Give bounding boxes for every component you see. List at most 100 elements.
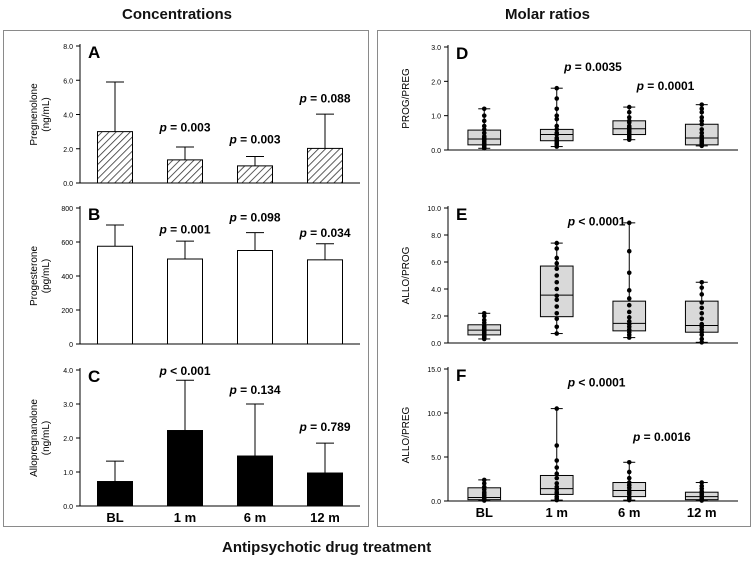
chart-b-p-symbol: p [158,223,166,237]
chart-e-point [626,296,632,301]
chart-a-p-value: = 0.003 [237,133,281,147]
chart-c-p-value: = 0.134 [237,383,281,397]
chart-d-point [554,113,560,118]
chart-b-p-value-label: p = 0.034 [298,226,350,240]
chart-c-y-tick-label: 0.0 [63,504,73,511]
chart-d-point [699,127,705,132]
chart-f-p-symbol: p [567,376,575,390]
chart-d-point [554,106,560,112]
chart-d-point [626,123,632,129]
chart-d-panel-letter: D [456,44,468,63]
chart-e-y-tick-label: 10.0 [427,206,441,213]
chart-c-y-label-line: Allopregnanolone [29,399,40,477]
chart-e-point [699,292,705,297]
chart-d-point [481,133,487,139]
chart-b-y-tick-label: 200 [61,308,73,315]
chart-f-point [554,443,560,448]
chart-d-y-label-line: PROG/PREG [401,68,412,129]
left-panel-frame [3,30,369,527]
chart-d-p-symbol: p [636,79,644,93]
chart-e-y-tick-label: 2.0 [431,314,441,321]
chart-a-y-label-line: Pregnenolone [29,83,40,146]
chart-d-p-value: = 0.0035 [571,60,622,74]
chart-c-x-tick-label: 1 m [174,510,196,525]
chart-f-point [554,465,560,470]
chart-d-point [626,115,632,120]
chart-f-point [626,475,632,481]
chart-e-point [626,319,632,324]
chart-c-bar [97,481,133,507]
chart-f-point [554,471,560,477]
header-molar-ratios: Molar ratios [505,6,591,23]
chart-d-point [554,96,560,101]
chart-a-p-value-label: p = 0.003 [158,121,210,135]
chart-b-y-label-line: (pg/mL) [41,259,52,293]
header-concentrations: Concentrations [122,6,233,23]
chart-c-x-tick-label: 6 m [244,510,266,525]
chart-a-panel-letter: A [88,43,100,62]
chart-e-y-label: ALLO/PROG [401,246,412,304]
chart-f-point [699,480,705,485]
chart-f-y-tick-label: 5.0 [431,455,441,462]
chart-e-point [554,279,560,285]
chart-c-y-tick-label: 4.0 [63,368,73,375]
chart-c-x-tick-label: BL [106,510,123,525]
chart-a-bar [97,131,133,184]
chart-e-point [699,300,705,305]
chart-c-y-tick-label: 1.0 [63,470,73,477]
chart-e-point [554,246,560,251]
chart-f-point [481,477,487,483]
chart-f-y-label-line: ALLO/PREG [401,406,412,463]
chart-c-y-tick-label: 2.0 [63,436,73,443]
chart-e-point [626,248,632,254]
chart-b-y-label-line: Progesterone [29,246,40,306]
chart-a-p-symbol: p [298,92,306,106]
chart-c-x-tick-label: 12 m [310,510,340,525]
chart-e-point [626,220,632,226]
chart-a-y-label-line: (ng/mL) [41,97,52,131]
right-panel-frame [377,30,751,527]
chart-a-p-value-label: p = 0.088 [298,92,350,106]
chart-f-y-tick-label: 15.0 [427,367,441,374]
chart-d-point [699,133,705,139]
chart-c-y-tick-label: 3.0 [63,402,73,409]
chart-d-y-tick-label: 1.0 [431,114,441,121]
chart-f-point [626,480,632,485]
chart-e-point [699,321,705,327]
chart-f-point [554,481,560,486]
chart-e-point [699,305,705,311]
chart-e-point [699,336,705,342]
chart-f-x-tick-label: 1 m [546,505,568,520]
chart-d-point [699,109,705,115]
chart-b-y-label: Progesterone(pg/mL) [29,246,52,306]
chart-e-y-tick-label: 6.0 [431,260,441,267]
chart-d-y-tick-label: 2.0 [431,79,441,86]
chart-a: 0.0 2.0 4.0 6.0 8.0 A Pregnenolone(ng/mL) p = 0… [29,43,360,188]
chart-d-point [626,109,632,115]
chart-f-p-value-label: p = 0.0016 [632,430,691,444]
chart-f-point [554,475,560,481]
chart-d-point [481,113,487,118]
chart-e-p-value: < 0.0001 [575,215,626,229]
chart-c-p-value: < 0.001 [167,364,211,378]
chart-f-panel-letter: F [456,366,466,385]
chart-e-point [554,266,560,272]
chart-d-point [481,118,487,124]
chart-c-p-value-label: p = 0.134 [228,383,280,397]
chart-b-bar [307,259,343,345]
chart-e-panel-letter: E [456,205,467,224]
chart-e-point [554,331,560,336]
chart-f-point [554,458,560,463]
chart-f-y-label: ALLO/PREG [401,406,412,463]
chart-f-p-value: < 0.0001 [575,376,626,390]
chart-e-y-tick-label: 8.0 [431,233,441,240]
chart-d-point [554,130,560,136]
chart-a-p-symbol: p [158,121,166,135]
chart-e-point [699,311,705,316]
chart-d-point [554,135,560,141]
chart-e-point [481,311,487,316]
chart-b-bar [237,250,273,345]
chart-b-p-value-label: p = 0.001 [158,223,210,237]
